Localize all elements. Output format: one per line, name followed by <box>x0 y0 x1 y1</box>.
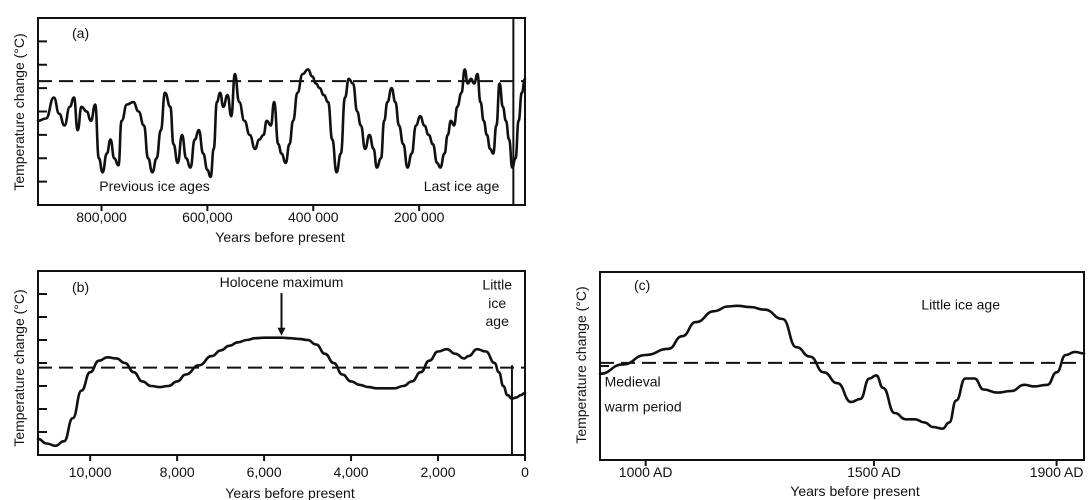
panel-c-temperature-curve <box>598 304 1086 430</box>
panel-c-x-tick-label: 1000 AD <box>619 464 673 480</box>
panel-b-annotation-age: age <box>486 313 510 329</box>
panel-b-annotation-holocene-maximum: Holocene maximum <box>220 274 344 290</box>
panel-b-x-tick-label: 2,000 <box>421 464 456 480</box>
panel-a: (a) Years before present Temperature cha… <box>11 17 527 245</box>
panel-b-label: (b) <box>72 279 89 295</box>
panel-a-frame <box>37 17 526 206</box>
panel-b-x-tick-label: 6,000 <box>247 464 282 480</box>
panel-b-temperature-curve <box>36 336 527 448</box>
panel-a-x-tick-label: 200 000 <box>394 209 445 225</box>
panel-a-x-tick-label: 400 000 <box>288 209 339 225</box>
panel-a-annotation-previous-ice-ages: Previous ice ages <box>99 178 210 194</box>
panel-b-annotation-arrowhead <box>277 327 286 336</box>
panel-c-x-tick-label: 1900 AD <box>1030 464 1084 480</box>
panel-a-annotation-last-ice-age: Last ice age <box>424 178 500 194</box>
panel-a-x-tick-label: 600,000 <box>182 209 233 225</box>
panel-c-annotation-medieval: Medieval <box>605 373 661 389</box>
panel-c-x-axis-label: Years before present <box>790 483 920 499</box>
panel-a-x-tick-label: 800,000 <box>76 209 127 225</box>
panel-c-frame <box>599 271 1085 461</box>
panel-c: (c) Years before present Temperature cha… <box>573 271 1086 499</box>
panel-b: (b) Years before present Temperature cha… <box>11 270 529 500</box>
panel-b-x-tick-label: 4,000 <box>334 464 369 480</box>
panel-a-label: (a) <box>72 25 89 41</box>
panel-b-x-tick-label: 8,000 <box>160 464 195 480</box>
panel-c-label: (c) <box>634 277 650 293</box>
panel-a-x-axis-label: Years before present <box>215 229 345 245</box>
panel-c-x-tick-label: 1500 AD <box>847 464 901 480</box>
panel-b-x-tick-label: 0 <box>521 464 529 480</box>
panel-a-temperature-curve <box>36 68 527 179</box>
panel-c-y-axis-label: Temperature change (°C) <box>573 286 589 443</box>
panel-b-x-axis-label: Years before present <box>225 485 355 500</box>
panel-b-y-axis-label: Temperature change (°C) <box>11 289 27 446</box>
panel-b-annotation-little: Little <box>482 276 512 292</box>
panel-a-y-axis-label: Temperature change (°C) <box>11 33 27 190</box>
panel-b-annotation-ice: ice <box>488 295 506 311</box>
panel-c-annotation-warm-period: warm period <box>604 398 682 414</box>
panel-b-x-tick-label: 10,000 <box>69 464 112 480</box>
panel-c-annotation-little-ice-age: Little ice age <box>921 297 1000 313</box>
